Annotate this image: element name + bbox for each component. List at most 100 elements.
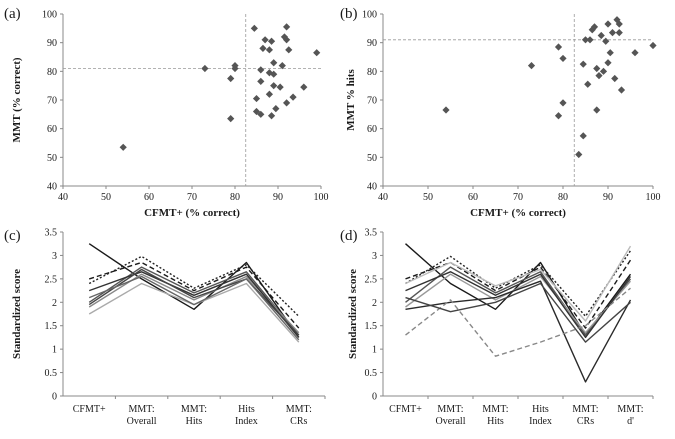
category-label-line: d' [627,416,634,427]
data-point [588,26,596,34]
data-point [649,41,657,50]
data-point [265,69,273,77]
data-point [289,93,297,101]
series-line-s7 [405,280,632,383]
data-point [599,67,608,75]
x-tick-label: 100 [646,192,661,203]
series-line-s6 [88,271,300,338]
series-line-s2 [88,261,300,329]
x-tick-label: 40 [58,192,68,203]
category-label: MMT: Hits [181,404,207,427]
data-point [257,77,265,85]
data-point [579,60,587,68]
data-point [559,99,567,107]
data-point [554,112,563,120]
category-label: MMT: Hits [482,404,508,427]
category-label-line: CRs [577,416,594,427]
data-point [261,36,269,44]
x-axis-title: CFMT+ (% correct) [470,207,566,219]
y-tick-label: 70 [367,96,377,107]
data-point [527,62,536,70]
series-line-s9 [405,282,631,343]
category-label-line: Overall [436,416,466,427]
data-point [250,24,258,32]
category-label-line: MMT: [129,404,155,415]
data-point [283,23,291,31]
category-label: CFMT+ [389,404,422,415]
y-tick-label: 3.5 [45,228,58,239]
category-label-line: MMT: [572,404,598,415]
x-tick-label: 60 [468,192,478,203]
panel-letter: (c) [4,228,21,244]
category-label-line: CFMT+ [73,404,106,415]
data-point [593,106,601,114]
category-label-line: MMT: [181,404,207,415]
category-label-line: Overall [127,416,157,427]
data-point [442,106,450,114]
data-point [276,83,284,91]
y-axis-title: Standardized score [347,269,359,359]
data-point [283,36,291,44]
y-tick-label: 0 [52,392,57,403]
data-point [227,115,235,123]
y-tick-label: 100 [42,10,57,21]
data-point [313,49,321,57]
data-point [285,46,293,54]
data-point [283,99,291,107]
y-tick-label: 80 [367,67,377,78]
series-line-s2 [405,259,632,329]
series-line-s3 [405,250,632,317]
y-tick-label: 60 [47,124,57,135]
x-tick-label: 60 [144,192,154,203]
data-point [608,29,617,37]
y-tick-label: 0.5 [45,368,58,379]
y-tick-label: 2.5 [365,274,378,285]
data-point [611,74,619,83]
data-point [604,59,612,67]
data-point [265,46,273,54]
data-point [631,49,639,57]
x-tick-label: 100 [314,192,329,203]
series-line-s9 [88,275,300,341]
data-point [606,49,614,57]
data-point [586,36,594,44]
data-point [581,36,590,44]
series-line-s10 [405,245,632,322]
data-point [265,90,273,98]
category-label-line: MMT: [482,404,508,415]
y-tick-label: 1 [372,345,377,356]
data-point [259,44,267,52]
category-label-line: Hits [487,416,504,427]
x-tick-label: 90 [603,192,613,203]
category-label: CFMT+ [73,404,106,415]
y-tick-label: 1 [52,345,57,356]
data-point [270,82,278,90]
y-tick-label: 3.5 [365,228,378,239]
data-point [267,37,276,45]
data-point [597,31,605,40]
data-point [604,20,612,28]
data-point [227,74,235,83]
data-point [554,43,563,51]
y-tick-label: 2.5 [45,274,58,285]
y-tick-label: 90 [367,38,377,49]
x-tick-label: 70 [513,192,523,203]
category-label: MMT: Overall [127,404,157,427]
category-label: Hits Index [235,404,258,427]
data-point [201,64,209,73]
category-label-line: MMT: [437,404,463,415]
data-point [267,112,276,120]
data-point [617,86,626,94]
y-tick-label: 40 [367,182,377,193]
series-line-s7 [88,268,300,336]
data-point [231,64,239,73]
category-label-line: MMT: [617,404,643,415]
panel-a-scatter: (a) 40 50 60 70 80 90 100 40 50 60 70 80 90 100 CFMT+ (… [4,6,329,219]
category-label-line: Index [235,416,258,427]
data-point [595,72,603,80]
series-line-s4 [405,266,632,336]
data-point [300,83,308,91]
data-point [257,110,265,118]
x-tick-label: 70 [187,192,197,203]
